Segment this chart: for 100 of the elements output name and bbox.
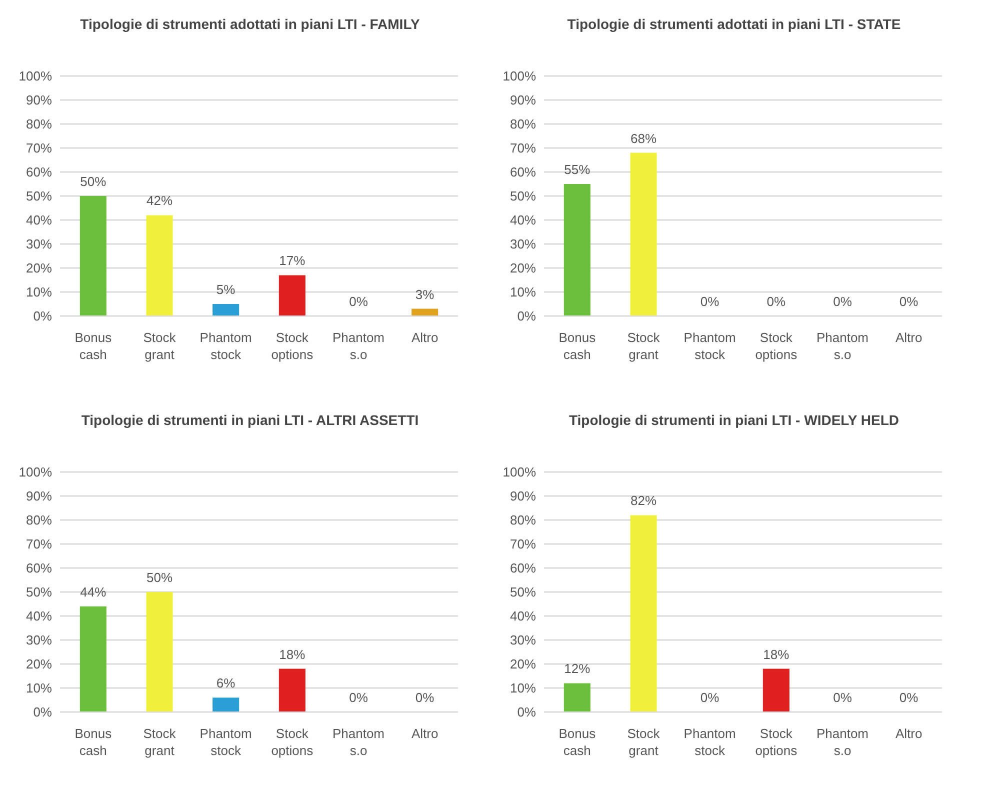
data-label: 0% — [766, 294, 786, 309]
y-tick-label: 80% — [510, 116, 536, 132]
y-tick-label: 100% — [18, 464, 52, 480]
bar — [412, 308, 438, 316]
x-tick-label: Stock options — [271, 726, 314, 758]
data-label: 18% — [763, 646, 790, 662]
data-label: 0% — [349, 690, 368, 705]
x-tick-label: Phantom s.o — [332, 330, 385, 362]
y-tick-label: 30% — [510, 236, 536, 252]
x-tick-label: Bonus cash — [74, 726, 112, 758]
x-tick-label: Phantom stock — [200, 726, 252, 758]
data-label: 68% — [630, 130, 657, 146]
x-tick-label: Bonus cash — [558, 330, 596, 362]
y-tick-label: 50% — [510, 584, 536, 600]
chart-title: Tipologie di strumenti in piani LTI - ALTRI ASSETTI — [80, 412, 420, 430]
bar — [278, 668, 306, 712]
data-label: 44% — [80, 584, 107, 600]
x-tick-label: Phantom s.o — [816, 726, 869, 758]
y-tick-label: 30% — [510, 632, 536, 648]
x-tick-label: Bonus cash — [74, 330, 112, 362]
bar — [630, 515, 657, 712]
y-tick-label: 10% — [510, 680, 536, 696]
y-tick-label: 90% — [26, 488, 52, 504]
y-tick-label: 0% — [517, 308, 536, 324]
data-label: 6% — [216, 676, 236, 691]
y-tick-label: 40% — [26, 212, 52, 228]
chart-title: Tipologie di strumenti in piani LTI - WIDELY HELD — [568, 412, 900, 430]
data-label: 0% — [899, 690, 919, 705]
y-tick-label: 80% — [26, 512, 52, 528]
y-tick-label: 100% — [18, 68, 52, 84]
data-label: 50% — [80, 174, 107, 189]
x-tick-label: Bonus cash — [558, 726, 596, 758]
data-label: 0% — [700, 294, 720, 309]
bar — [80, 606, 106, 712]
data-label: 3% — [415, 286, 435, 302]
y-tick-label: 50% — [510, 188, 536, 204]
y-tick-label: 50% — [26, 188, 52, 204]
y-tick-label: 70% — [510, 536, 536, 552]
y-tick-label: 20% — [26, 656, 52, 672]
bar — [146, 215, 173, 316]
data-label: 42% — [146, 193, 173, 208]
y-tick-label: 50% — [26, 584, 52, 600]
data-label: 0% — [899, 294, 919, 309]
x-tick-label: Stock grant — [143, 330, 176, 362]
y-tick-label: 30% — [26, 236, 52, 252]
y-tick-label: 70% — [26, 140, 52, 156]
data-label: 0% — [415, 690, 435, 705]
bar — [278, 275, 306, 316]
y-tick-label: 60% — [26, 560, 52, 576]
bar — [146, 592, 173, 712]
data-label: 12% — [564, 661, 591, 676]
y-tick-label: 0% — [33, 704, 52, 720]
y-tick-label: 60% — [26, 164, 52, 180]
data-label: 0% — [349, 294, 368, 309]
bar — [564, 683, 590, 712]
y-tick-label: 10% — [510, 284, 536, 300]
x-tick-label: Altro — [411, 330, 438, 345]
x-tick-label: Phantom stock — [200, 330, 252, 362]
bar — [762, 668, 790, 712]
data-label: 0% — [833, 690, 852, 705]
y-tick-label: 0% — [517, 704, 536, 720]
y-tick-label: 10% — [26, 680, 52, 696]
y-tick-label: 10% — [26, 284, 52, 300]
data-label: 82% — [630, 493, 657, 508]
bar — [212, 698, 240, 712]
y-tick-label: 80% — [510, 512, 536, 528]
x-tick-label: Stock grant — [143, 726, 176, 758]
y-tick-label: 40% — [510, 212, 536, 228]
y-tick-label: 90% — [510, 488, 536, 504]
data-label: 17% — [279, 253, 306, 268]
x-tick-label: Stock options — [755, 330, 798, 362]
x-tick-label: Phantom stock — [684, 726, 736, 758]
data-label: 18% — [279, 646, 306, 662]
chart-title: Tipologie di strumenti adottati in piani LTI - STATE — [566, 16, 902, 34]
bar — [212, 304, 240, 316]
y-tick-label: 40% — [26, 608, 52, 624]
y-tick-label: 100% — [502, 464, 536, 480]
x-tick-label: Stock options — [271, 330, 314, 362]
y-tick-label: 100% — [502, 68, 536, 84]
x-tick-label: Phantom s.o — [332, 726, 385, 758]
x-tick-label: Altro — [895, 726, 922, 741]
x-tick-label: Altro — [411, 726, 438, 741]
x-tick-label: Stock grant — [627, 726, 660, 758]
y-tick-label: 0% — [33, 308, 52, 324]
data-label: 0% — [700, 690, 720, 705]
x-tick-label: Altro — [895, 330, 922, 345]
data-label: 5% — [216, 282, 236, 297]
y-tick-label: 30% — [26, 632, 52, 648]
y-tick-label: 20% — [510, 260, 536, 276]
data-label: 55% — [564, 162, 591, 177]
y-tick-label: 60% — [510, 164, 536, 180]
y-tick-label: 70% — [26, 536, 52, 552]
bar — [80, 196, 106, 316]
y-tick-label: 70% — [510, 140, 536, 156]
y-tick-label: 80% — [26, 116, 52, 132]
y-tick-label: 60% — [510, 560, 536, 576]
x-tick-label: Phantom stock — [684, 330, 736, 362]
chart-title: Tipologie di strumenti adottati in piani LTI - FAMILY — [79, 16, 421, 34]
y-tick-label: 40% — [510, 608, 536, 624]
y-tick-label: 90% — [510, 92, 536, 108]
